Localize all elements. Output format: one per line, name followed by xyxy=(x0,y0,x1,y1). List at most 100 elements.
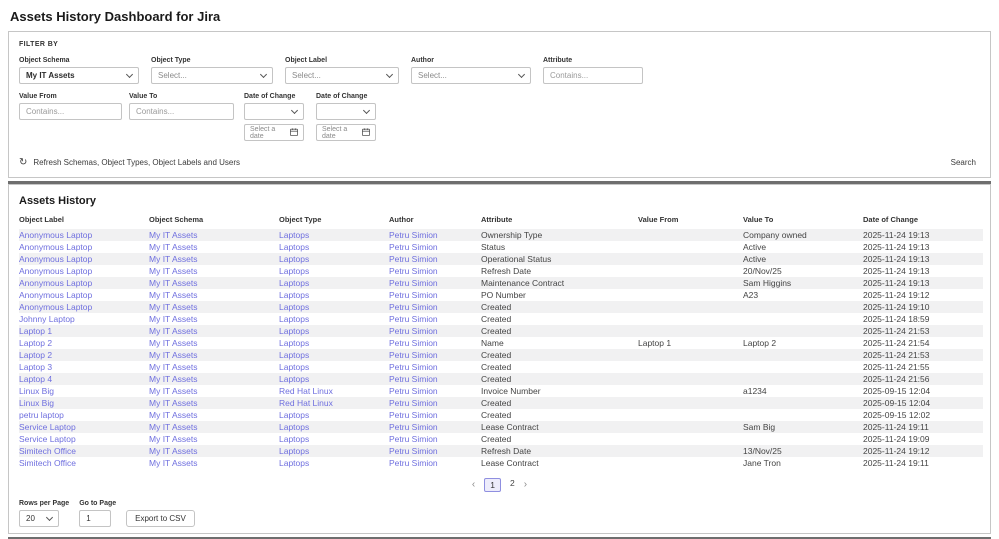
object-schema-link[interactable]: My IT Assets xyxy=(149,266,198,276)
object-type-link[interactable]: Laptops xyxy=(279,314,310,324)
object-label-link[interactable]: Anonymous Laptop xyxy=(19,278,93,288)
object-type-link[interactable]: Laptops xyxy=(279,446,310,456)
object-type-link[interactable]: Red Hat Linux xyxy=(279,398,333,408)
object-type-link[interactable]: Laptops xyxy=(279,302,310,312)
object-schema-link[interactable]: My IT Assets xyxy=(149,302,198,312)
object-type-link[interactable]: Laptops xyxy=(279,362,310,372)
object-label-link[interactable]: Service Laptop xyxy=(19,422,76,432)
object-label-select[interactable]: Select... xyxy=(285,67,399,84)
object-type-link[interactable]: Laptops xyxy=(279,278,310,288)
object-label-link[interactable]: Simitech Office xyxy=(19,446,77,456)
author-link[interactable]: Petru Simion xyxy=(389,350,438,360)
object-label-link[interactable]: Anonymous Laptop xyxy=(19,242,93,252)
object-schema-link[interactable]: My IT Assets xyxy=(149,278,198,288)
object-schema-link[interactable]: My IT Assets xyxy=(149,422,198,432)
object-type-link[interactable]: Laptops xyxy=(279,242,310,252)
object-label-link[interactable]: Linux Big xyxy=(19,398,54,408)
object-label-link[interactable]: Laptop 4 xyxy=(19,374,53,384)
object-type-select[interactable]: Select... xyxy=(151,67,273,84)
object-type-link[interactable]: Laptops xyxy=(279,230,310,240)
author-link[interactable]: Petru Simion xyxy=(389,326,438,336)
object-schema-link[interactable]: My IT Assets xyxy=(149,410,198,420)
attribute-input[interactable] xyxy=(543,67,643,84)
date-from-select[interactable] xyxy=(244,103,304,120)
object-label-link[interactable]: Simitech Office xyxy=(19,458,77,468)
author-link[interactable]: Petru Simion xyxy=(389,422,438,432)
object-schema-link[interactable]: My IT Assets xyxy=(149,326,198,336)
value-from-input[interactable] xyxy=(19,103,122,120)
go-to-page-input[interactable] xyxy=(79,510,112,527)
author-link[interactable]: Petru Simion xyxy=(389,374,438,384)
author-link[interactable]: Petru Simion xyxy=(389,434,438,444)
object-schema-link[interactable]: My IT Assets xyxy=(149,458,198,468)
refresh-button[interactable]: ↻ Refresh Schemas, Object Types, Object … xyxy=(19,157,240,167)
object-type-link[interactable]: Laptops xyxy=(279,350,310,360)
pagination-page-2[interactable]: 2 xyxy=(510,478,515,488)
author-link[interactable]: Petru Simion xyxy=(389,338,438,348)
author-select[interactable]: Select... xyxy=(411,67,531,84)
object-schema-link[interactable]: My IT Assets xyxy=(149,314,198,324)
object-schema-link[interactable]: My IT Assets xyxy=(149,350,198,360)
object-schema-link[interactable]: My IT Assets xyxy=(149,374,198,384)
object-type-link[interactable]: Red Hat Linux xyxy=(279,386,333,396)
object-schema-select[interactable]: My IT Assets xyxy=(19,67,139,84)
object-type-link[interactable]: Laptops xyxy=(279,458,310,468)
object-type-link[interactable]: Laptops xyxy=(279,422,310,432)
author-link[interactable]: Petru Simion xyxy=(389,254,438,264)
author-link[interactable]: Petru Simion xyxy=(389,446,438,456)
object-type-link[interactable]: Laptops xyxy=(279,290,310,300)
object-schema-link[interactable]: My IT Assets xyxy=(149,242,198,252)
author-link[interactable]: Petru Simion xyxy=(389,230,438,240)
value-to-input[interactable] xyxy=(129,103,234,120)
pagination-prev-icon[interactable]: ‹ xyxy=(471,479,476,490)
export-csv-button[interactable]: Export to CSV xyxy=(126,510,195,527)
author-link[interactable]: Petru Simion xyxy=(389,290,438,300)
author-link[interactable]: Petru Simion xyxy=(389,314,438,324)
search-button[interactable]: Search xyxy=(950,158,976,167)
object-schema-link[interactable]: My IT Assets xyxy=(149,362,198,372)
object-label-link[interactable]: Laptop 2 xyxy=(19,338,53,348)
author-link[interactable]: Petru Simion xyxy=(389,278,438,288)
object-type-link[interactable]: Laptops xyxy=(279,254,310,264)
object-schema-link[interactable]: My IT Assets xyxy=(149,290,198,300)
date-from-picker[interactable]: Select a date xyxy=(244,124,304,141)
object-label-link[interactable]: Linux Big xyxy=(19,386,54,396)
author-link[interactable]: Petru Simion xyxy=(389,362,438,372)
object-label-link[interactable]: Anonymous Laptop xyxy=(19,230,93,240)
date-to-picker[interactable]: Select a date xyxy=(316,124,376,141)
object-schema-link[interactable]: My IT Assets xyxy=(149,338,198,348)
object-type-link[interactable]: Laptops xyxy=(279,434,310,444)
author-link[interactable]: Petru Simion xyxy=(389,386,438,396)
object-label-link[interactable]: Laptop 2 xyxy=(19,350,53,360)
object-schema-link[interactable]: My IT Assets xyxy=(149,398,198,408)
object-label-link[interactable]: Laptop 3 xyxy=(19,362,53,372)
pagination-next-icon[interactable]: › xyxy=(523,479,528,490)
object-type-link[interactable]: Laptops xyxy=(279,410,310,420)
object-schema-link[interactable]: My IT Assets xyxy=(149,254,198,264)
object-schema-link[interactable]: My IT Assets xyxy=(149,230,198,240)
object-label-link[interactable]: Anonymous Laptop xyxy=(19,302,93,312)
author-link[interactable]: Petru Simion xyxy=(389,398,438,408)
author-link[interactable]: Petru Simion xyxy=(389,458,438,468)
author-link[interactable]: Petru Simion xyxy=(389,410,438,420)
object-label-link[interactable]: Anonymous Laptop xyxy=(19,266,93,276)
date-to-select[interactable] xyxy=(316,103,376,120)
object-schema-link[interactable]: My IT Assets xyxy=(149,434,198,444)
object-type-link[interactable]: Laptops xyxy=(279,326,310,336)
object-label-link[interactable]: Anonymous Laptop xyxy=(19,290,93,300)
object-type-link[interactable]: Laptops xyxy=(279,266,310,276)
rows-per-page-select[interactable]: 20 xyxy=(19,510,59,527)
object-label-link[interactable]: Johnny Laptop xyxy=(19,314,75,324)
object-schema-link[interactable]: My IT Assets xyxy=(149,386,198,396)
author-link[interactable]: Petru Simion xyxy=(389,302,438,312)
object-type-link[interactable]: Laptops xyxy=(279,338,310,348)
object-label-link[interactable]: Anonymous Laptop xyxy=(19,254,93,264)
object-label-link[interactable]: Laptop 1 xyxy=(19,326,53,336)
author-link[interactable]: Petru Simion xyxy=(389,242,438,252)
author-link[interactable]: Petru Simion xyxy=(389,266,438,276)
object-label-link[interactable]: Service Laptop xyxy=(19,434,76,444)
pagination-page-1[interactable]: 1 xyxy=(484,478,501,492)
object-schema-link[interactable]: My IT Assets xyxy=(149,446,198,456)
object-label-link[interactable]: petru laptop xyxy=(19,410,64,420)
object-type-link[interactable]: Laptops xyxy=(279,374,310,384)
